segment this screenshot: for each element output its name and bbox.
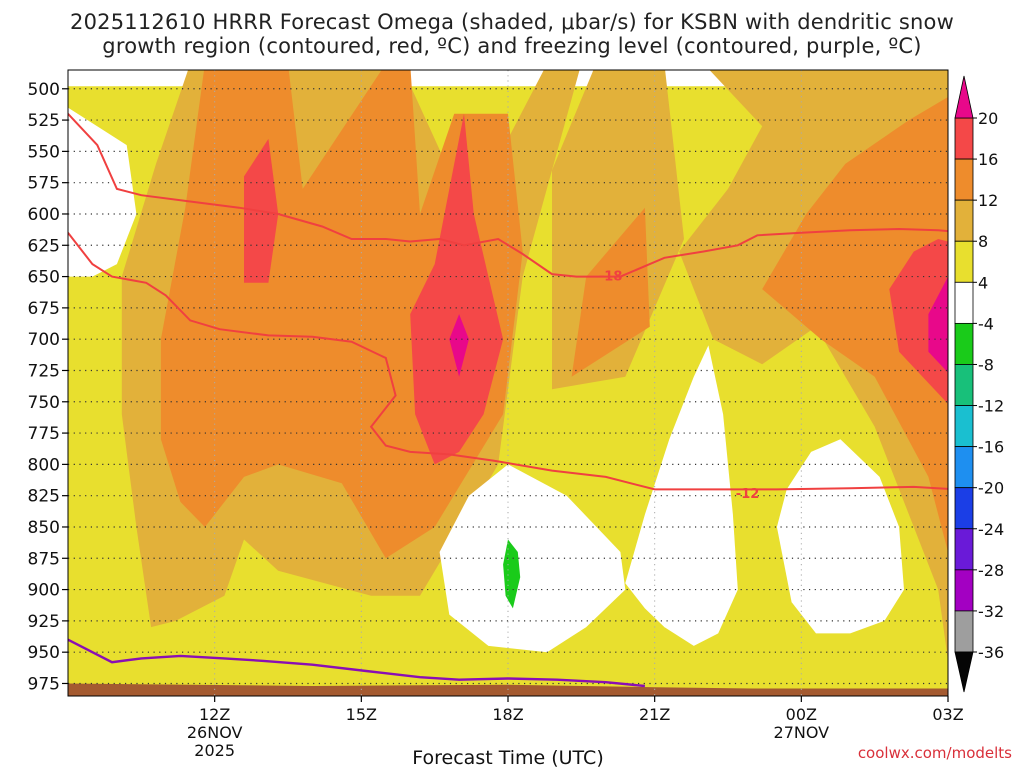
dgz-contour-line [68, 232, 948, 491]
colorbar-segment [954, 117, 974, 160]
y-tick-label: 875 [28, 549, 60, 569]
dgz-contour-label: -12 [736, 487, 760, 502]
freezing-level-line [68, 638, 646, 688]
y-tick-label: 675 [28, 299, 60, 319]
y-tick-label: 625 [28, 236, 60, 256]
x-tick-date: 26NOV [187, 723, 243, 742]
y-tick-label: 825 [28, 487, 60, 507]
colorbar-label: -32 [978, 602, 1004, 621]
x-axis-label: Forecast Time (UTC) [412, 747, 603, 768]
omega-region-11 [889, 239, 948, 404]
colorbar-label: -20 [978, 479, 1004, 498]
omega-region-8 [762, 96, 948, 553]
x-tick-year: 2025 [194, 741, 235, 760]
colorbar-label: 20 [978, 109, 998, 128]
y-tick-label: 650 [28, 268, 60, 288]
dgz-contour-label: -18 [599, 269, 623, 284]
omega-region-1 [68, 107, 137, 277]
colorbar-max-arrow [954, 75, 974, 119]
colorbar-label: 16 [978, 150, 998, 169]
x-tick-label: 21Z [639, 705, 670, 724]
x-tick-label: 00Z [786, 705, 817, 724]
colorbar-label: -24 [978, 520, 1004, 539]
y-tick-label: 850 [28, 518, 60, 538]
colorbar-label: -28 [978, 561, 1004, 580]
omega-region-7 [571, 207, 650, 377]
colorbar-label: 8 [978, 232, 988, 251]
y-tick-label: 900 [28, 581, 60, 601]
grid-lines [68, 70, 948, 696]
omega-region-17 [503, 539, 521, 609]
x-tick-label: 12Z [199, 705, 230, 724]
colorbar-segment [954, 569, 974, 612]
x-tick-date: 27NOV [774, 723, 830, 742]
colorbar-min-arrow [954, 651, 974, 693]
y-tick-label: 800 [28, 455, 60, 475]
colorbar-segment [954, 405, 974, 448]
x-tick-label: 18Z [492, 705, 523, 724]
y-tick-label: 525 [28, 111, 60, 131]
y-tick-label: 550 [28, 142, 60, 162]
source-credit: coolwx.com/modelts [857, 744, 1012, 762]
omega-region-15 [625, 345, 738, 646]
colorbar-segment [954, 158, 974, 201]
contour-lines: -18 -12 [68, 113, 948, 688]
colorbar-label: -16 [978, 438, 1004, 457]
omega-shading [68, 58, 1002, 696]
colorbar-segment [954, 281, 974, 324]
y-tick-label: 600 [28, 205, 60, 225]
colorbar-segment [954, 446, 974, 489]
x-tick-label: 03Z [932, 705, 963, 724]
x-tick-label: 15Z [346, 705, 377, 724]
chart-subtitle: growth region (contoured, red, ºC) and f… [102, 34, 922, 58]
colorbar-label: -8 [978, 355, 994, 374]
y-tick-label: 575 [28, 174, 60, 194]
y-tick-label: 750 [28, 393, 60, 413]
colorbar-segment [954, 322, 974, 365]
colorbar-label: -36 [978, 643, 1004, 662]
omega-region-2 [977, 58, 1002, 92]
omega-region-14 [439, 464, 626, 653]
y-tick-label: 775 [28, 424, 60, 444]
colorbar-segment [954, 240, 974, 283]
y-tick-label: 950 [28, 643, 60, 663]
colorbar-segment [954, 364, 974, 406]
colorbar-segment [954, 487, 974, 530]
dgz-contour-line [68, 113, 948, 278]
y-tick-label: 500 [28, 80, 60, 100]
y-tick-label: 725 [28, 361, 60, 381]
colorbar-label: -12 [978, 397, 1004, 416]
y-tick-label: 700 [28, 330, 60, 350]
colorbar-label: -4 [978, 314, 994, 333]
y-tick-label: 975 [28, 674, 60, 694]
colorbar-segment [954, 528, 974, 571]
colorbar-segment [954, 610, 974, 653]
omega-region-13 [928, 276, 948, 373]
chart-title: 2025112610 HRRR Forecast Omega (shaded, … [70, 10, 954, 34]
axes: 500 525 550 575 600 625 650 675 700 725 750 775 800 8… [28, 69, 964, 760]
colorbar: 20 16 12 8 4 -4 -8 -12 -16 -20 -24 -28 -32 -36 [954, 75, 1004, 693]
omega-region-10 [410, 113, 504, 465]
colorbar-label: 4 [978, 273, 988, 292]
omega-region-12 [449, 314, 469, 377]
y-tick-label: 925 [28, 612, 60, 632]
colorbar-label: 12 [978, 191, 998, 210]
colorbar-segment [954, 199, 974, 242]
